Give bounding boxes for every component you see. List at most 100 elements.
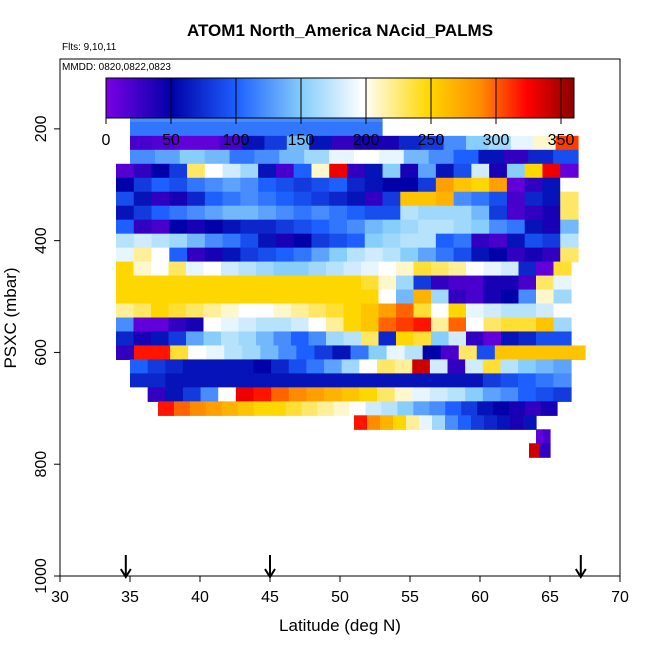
heatmap-cell bbox=[169, 233, 188, 249]
heatmap-cell bbox=[133, 205, 153, 221]
heatmap-cell bbox=[291, 303, 310, 319]
heatmap-cell bbox=[465, 359, 484, 374]
heatmap-cell bbox=[394, 373, 413, 388]
heatmap-cell bbox=[448, 261, 467, 277]
heatmap-cell bbox=[524, 163, 544, 179]
heatmap-cell bbox=[197, 135, 221, 151]
heatmap-cell bbox=[182, 359, 202, 374]
heatmap-cell bbox=[204, 247, 224, 263]
heatmap-cell bbox=[347, 177, 366, 193]
heatmap-cell bbox=[380, 415, 394, 430]
heatmap-cell bbox=[204, 205, 224, 221]
heatmap-cell bbox=[333, 401, 351, 416]
heatmap-cell bbox=[421, 135, 445, 151]
heatmap-cell bbox=[382, 191, 401, 207]
heatmap-cell bbox=[555, 135, 579, 151]
heatmap-cell bbox=[151, 205, 170, 221]
heatmap-cell bbox=[332, 345, 352, 361]
heatmap-cell bbox=[291, 275, 310, 291]
heatmap-cell bbox=[524, 205, 544, 221]
heatmap-cell bbox=[291, 317, 310, 333]
heatmap-cell bbox=[116, 163, 135, 179]
colorbar-ticks: 0 50 100 150 200 250 300 350 bbox=[102, 78, 575, 149]
heatmap-cell bbox=[435, 177, 455, 193]
heatmap-cell bbox=[308, 317, 327, 333]
heatmap-cell bbox=[329, 247, 348, 263]
heatmap-cell bbox=[116, 331, 135, 347]
heatmap-cell bbox=[326, 317, 345, 333]
heatmap-cell bbox=[542, 177, 561, 193]
heatmap-cell bbox=[560, 163, 579, 179]
heatmap-cell bbox=[291, 261, 310, 277]
heatmap-cell bbox=[482, 373, 502, 388]
latitude-arrow bbox=[264, 555, 276, 579]
heatmap-cell bbox=[466, 317, 485, 333]
heatmap-cell bbox=[273, 261, 292, 277]
heatmap-cell bbox=[296, 345, 316, 361]
heatmap-cell bbox=[258, 205, 277, 221]
heatmap-cell bbox=[488, 135, 512, 151]
heatmap-cell bbox=[204, 233, 224, 249]
heatmap-cell bbox=[483, 261, 502, 277]
heatmap-cell bbox=[376, 359, 396, 374]
heatmap-cell bbox=[116, 303, 135, 319]
heatmap-cell bbox=[471, 415, 485, 430]
heatmap-cell bbox=[151, 331, 170, 347]
colorbar-tick-label: 0 bbox=[102, 132, 111, 149]
heatmap-cell bbox=[341, 373, 360, 388]
x-tick-label: 70 bbox=[611, 589, 629, 606]
heatmap-cell bbox=[288, 359, 307, 374]
heatmap-cell bbox=[221, 331, 240, 347]
heatmap-cell bbox=[396, 275, 415, 291]
heatmap-cell bbox=[326, 303, 345, 319]
heatmap-cell bbox=[240, 191, 259, 207]
heatmap-cell bbox=[329, 205, 348, 221]
heatmap-cell bbox=[133, 317, 152, 333]
heatmap-cell bbox=[222, 233, 241, 249]
heatmap-cell bbox=[501, 317, 520, 333]
heatmap-cell bbox=[361, 261, 380, 277]
x-tick-label: 55 bbox=[401, 589, 419, 606]
heatmap-cell bbox=[553, 387, 572, 402]
heatmap-cell bbox=[222, 247, 241, 263]
heatmap-cell bbox=[165, 359, 184, 374]
heatmap-cell bbox=[147, 387, 166, 402]
heatmap-cell bbox=[431, 275, 450, 291]
heatmap-cell bbox=[222, 163, 241, 179]
heatmap-cell bbox=[269, 401, 287, 416]
heatmap-cell bbox=[393, 415, 407, 430]
heatmap-cell bbox=[471, 191, 490, 207]
heatmap-cell bbox=[343, 331, 362, 347]
heatmap-cell bbox=[397, 401, 414, 416]
heatmap-cell bbox=[458, 415, 472, 430]
heatmap-cell bbox=[525, 401, 542, 416]
heatmap-cell bbox=[168, 275, 187, 291]
dates-annotation: MMDD: 0820,0822,0823 bbox=[62, 62, 171, 73]
heatmap-cell bbox=[187, 205, 206, 221]
heatmap-cell bbox=[279, 149, 305, 165]
heatmap-cell bbox=[482, 359, 502, 374]
heatmap-cell bbox=[394, 387, 413, 402]
heatmap-cell bbox=[524, 233, 544, 249]
heatmap-cell bbox=[560, 191, 579, 207]
heatmap-cell bbox=[151, 219, 170, 235]
heatmap-cell bbox=[398, 135, 422, 151]
heatmap-cell bbox=[466, 331, 485, 347]
colorbar-tick-label: 350 bbox=[548, 132, 575, 149]
heatmap-cell bbox=[445, 401, 462, 416]
heatmap-cell bbox=[222, 191, 241, 207]
heatmap-cell bbox=[317, 401, 335, 416]
heatmap-cell bbox=[471, 233, 490, 249]
heatmap-cell bbox=[168, 303, 187, 319]
heatmap-cell bbox=[240, 205, 259, 221]
heatmap-cell bbox=[489, 191, 508, 207]
heatmap-cell bbox=[182, 373, 202, 388]
heatmap-cell bbox=[165, 373, 184, 388]
heatmap-cell bbox=[381, 401, 398, 416]
heatmap-cell bbox=[422, 345, 442, 361]
x-tick-label: 50 bbox=[331, 589, 349, 606]
heatmap-cell bbox=[309, 135, 333, 151]
heatmap-cell bbox=[466, 289, 485, 305]
heatmap-cell bbox=[264, 135, 288, 151]
heatmap-cell bbox=[293, 233, 313, 249]
